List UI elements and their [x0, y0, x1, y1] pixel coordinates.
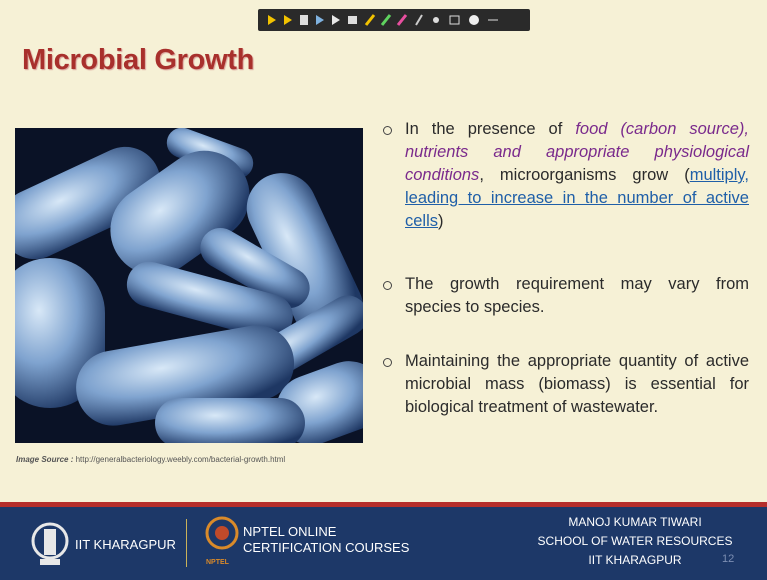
text: In the presence of — [405, 120, 575, 138]
institute: IIT KHARAGPUR — [75, 537, 176, 552]
school: SCHOOL OF WATER RESOURCES — [520, 532, 750, 551]
page-number: 12 — [722, 553, 734, 565]
toolbar-icons — [258, 9, 530, 31]
bacteria-image — [15, 128, 363, 443]
image-source-url: http://generalbacteriology.weebly.com/ba… — [76, 455, 286, 464]
bullet: The growth requirement may vary from spe… — [383, 273, 749, 319]
nptel-logo — [204, 513, 240, 557]
divider — [186, 519, 187, 567]
text: The growth requirement may vary from spe… — [405, 275, 749, 316]
bullet: Maintaining the appropriate quantity of … — [383, 350, 749, 419]
nptel-logo-text: NPTEL — [206, 559, 229, 566]
bullet: In the presence of food (carbon source),… — [383, 118, 749, 233]
image-source-label: Image Source : — [16, 455, 73, 464]
page: Microbial Growth Image Source : http://g… — [0, 0, 767, 580]
iit-logo — [30, 515, 70, 573]
footer: IIT KHARAGPUR NPTEL NPTEL ONLINE CERTIFI… — [0, 507, 767, 580]
slide-title: Microbial Growth — [22, 44, 254, 77]
text: , microorganisms grow ( — [479, 166, 689, 184]
author-institute: IIT KHARAGPUR — [520, 551, 750, 570]
text: ) — [438, 212, 444, 230]
image-source: Image Source : http://generalbacteriolog… — [16, 455, 285, 464]
text: Maintaining the appropriate quantity of … — [405, 352, 749, 416]
annotation-toolbar[interactable] — [258, 9, 530, 31]
author-block: MANOJ KUMAR TIWARI SCHOOL OF WATER RESOU… — [520, 513, 750, 570]
author: MANOJ KUMAR TIWARI — [520, 513, 750, 532]
nptel-line: NPTEL ONLINE — [243, 524, 336, 539]
nptel-line: CERTIFICATION COURSES — [243, 540, 409, 555]
